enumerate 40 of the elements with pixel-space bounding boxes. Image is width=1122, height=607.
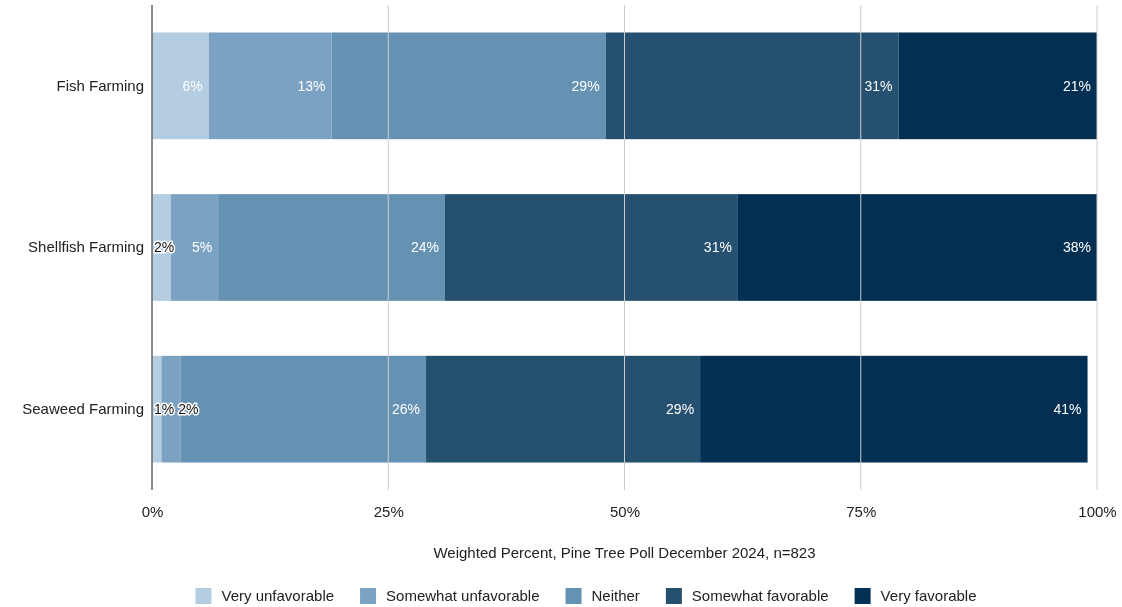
bar [208, 32, 332, 140]
data-label: 13% [297, 77, 326, 94]
data-label: 29% [666, 401, 695, 418]
bar [218, 194, 445, 301]
legend-label: Very unfavorable [221, 587, 335, 605]
legend-label: Neither [591, 587, 640, 605]
bar [737, 194, 1097, 301]
data-label: 2% [154, 239, 175, 256]
legend-label: Somewhat unfavorable [386, 587, 540, 605]
data-label: 6% [182, 77, 203, 94]
bar [605, 32, 899, 140]
y-tick-label: Seaweed Farming [22, 399, 144, 417]
legend-label: Very favorable [880, 587, 977, 605]
bar [180, 355, 427, 463]
bar [331, 32, 606, 140]
x-tick-label: 50% [609, 502, 641, 520]
x-axis-title: Weighted Percent, Pine Tree Poll December 2024, n=823 [433, 544, 816, 561]
data-label: 1% [154, 401, 175, 418]
data-label: 24% [410, 239, 439, 256]
data-label: 29% [571, 77, 600, 94]
x-tick-label: 75% [846, 502, 877, 520]
data-label: 26% [392, 401, 421, 418]
data-label: 5% [191, 239, 213, 256]
bar [152, 32, 209, 140]
y-tick-label: Fish Farming [56, 76, 144, 94]
data-label: 31% [703, 239, 732, 256]
legend-label: Somewhat favorable [691, 587, 829, 605]
data-label: 38% [1062, 239, 1091, 256]
data-label: 21% [1062, 77, 1091, 94]
bar [426, 355, 701, 463]
bar [444, 194, 738, 301]
data-label: 31% [864, 77, 893, 94]
x-tick-label: 0% [141, 502, 164, 520]
data-label: 41% [1053, 401, 1082, 418]
x-tick-label: 100% [1078, 502, 1117, 520]
bar [898, 32, 1097, 140]
data-label: 2% [178, 401, 199, 418]
bar [700, 355, 1088, 463]
x-tick-label: 25% [373, 502, 404, 520]
y-tick-label: Shellfish Farming [28, 238, 144, 256]
